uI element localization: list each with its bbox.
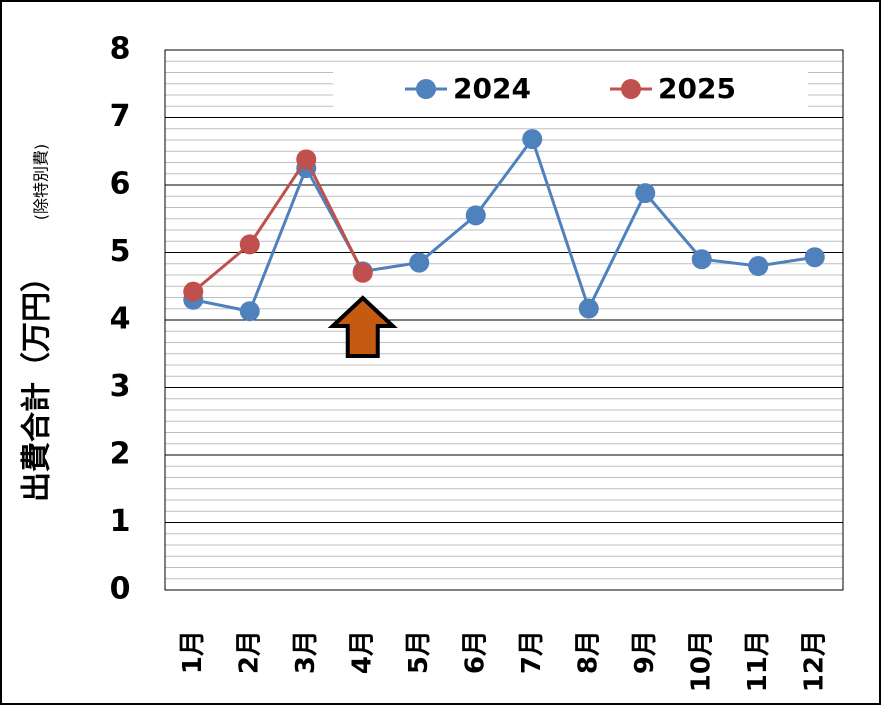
arrow-icon (327, 295, 398, 358)
data-point (691, 249, 712, 270)
x-tick-label: 5月 (404, 630, 434, 674)
data-point (409, 252, 430, 273)
data-point (352, 262, 373, 283)
y-tick-label: 7 (110, 99, 131, 134)
x-tick-label: 6月 (460, 630, 490, 674)
y-axis-label: 出費合計（万円） (20, 262, 55, 502)
x-tick-label: 3月 (291, 630, 321, 674)
y-tick-label: 4 (110, 302, 131, 337)
data-point (522, 129, 543, 150)
y-tick-label: 1 (110, 504, 131, 539)
plot-border (164, 49, 844, 591)
legend-background (333, 63, 808, 109)
data-point (465, 205, 486, 226)
data-point (296, 149, 317, 170)
data-point (578, 298, 599, 319)
series-line (192, 156, 365, 293)
data-point (748, 256, 769, 276)
x-tick-label: 2月 (234, 630, 264, 674)
x-tick-label: 10月 (686, 630, 716, 692)
y-tick-label: 6 (110, 167, 131, 202)
legend-label: 2025 (658, 72, 736, 105)
x-tick-label: 8月 (573, 630, 603, 674)
data-point (239, 234, 260, 255)
legend-marker (621, 79, 641, 99)
legend-label: 2024 (453, 72, 531, 105)
y-tick-label: 2 (110, 437, 131, 472)
data-point (804, 247, 825, 268)
y-tick-label: 8 (110, 32, 131, 67)
data-point (635, 183, 656, 204)
y-tick-label: 0 (110, 572, 131, 607)
x-tick-label: 9月 (630, 630, 660, 674)
x-tick-label: 12月 (799, 630, 829, 692)
y-tick-label: 3 (110, 369, 131, 404)
data-point (239, 301, 260, 322)
x-tick-label: 11月 (743, 630, 773, 692)
data-point (183, 281, 204, 302)
x-tick-label: 7月 (517, 630, 547, 674)
legend-marker (416, 79, 436, 99)
x-tick-label: 4月 (347, 630, 377, 674)
x-tick-label: 1月 (178, 630, 208, 674)
y-tick-label: 5 (110, 234, 131, 269)
y-axis-sublabel: (除特別費) (32, 144, 51, 221)
